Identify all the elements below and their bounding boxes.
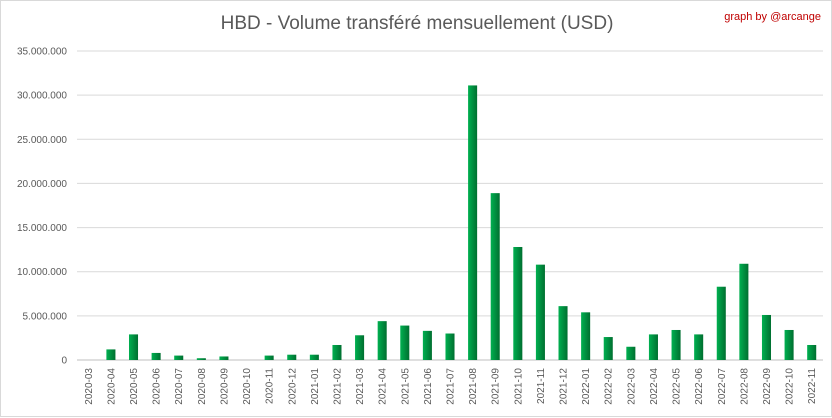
x-tick-label: 2022-04 (649, 368, 660, 405)
bar-2020-06 (151, 352, 161, 360)
x-tick-label: 2022-06 (694, 368, 705, 405)
x-tick-label: 2020-10 (242, 368, 253, 405)
x-tick-label: 2020-12 (287, 368, 298, 405)
bar-2022-03 (626, 346, 636, 360)
y-tick-label: 5.000.000 (23, 311, 68, 322)
bar-2021-05 (400, 325, 410, 360)
bar-2020-05 (128, 334, 139, 360)
x-tick-label: 2022-02 (604, 368, 615, 405)
x-tick-label: 2022-11 (807, 368, 818, 404)
bar-2020-07 (174, 355, 184, 360)
bar-2022-06 (694, 334, 704, 360)
bar-2020-04 (106, 349, 116, 360)
bar-2020-12 (287, 354, 297, 360)
credit-label: graph by @arcange (724, 11, 821, 23)
x-tick-label: 2022-08 (739, 368, 750, 405)
bar-2020-11 (264, 355, 274, 360)
x-tick-label: 2021-01 (310, 368, 321, 405)
x-axis: 2020-03 2020-04 2020-05 2020-06 2020-07 2020-… (84, 368, 818, 405)
x-tick-label: 2020-07 (174, 368, 185, 405)
bar-2022-05 (671, 329, 681, 360)
bar-2022-08 (739, 263, 749, 360)
bar-2021-04 (377, 321, 387, 360)
bar-2022-11 (807, 344, 817, 360)
x-tick-label: 2022-01 (581, 368, 592, 405)
x-tick-label: 2020-03 (84, 368, 95, 405)
x-tick-label: 2021-08 (468, 368, 479, 405)
bar-2021-10 (513, 246, 523, 360)
y-tick-label: 0 (61, 356, 67, 367)
bar-2022-09 (761, 314, 772, 360)
x-tick-label: 2022-03 (626, 368, 637, 405)
x-tick-label: 2021-02 (332, 368, 343, 405)
bar-2021-12 (558, 306, 568, 360)
x-tick-label: 2020-09 (219, 368, 230, 405)
y-tick-label: 30.000.000 (17, 91, 67, 102)
x-tick-label: 2021-10 (513, 368, 524, 405)
x-tick-label: 2021-03 (355, 368, 366, 405)
bar-2021-01 (309, 354, 319, 360)
x-tick-label: 2020-08 (197, 368, 208, 405)
bar-2021-06 (422, 330, 432, 360)
bar-2020-08 (196, 358, 206, 360)
bar-2022-10 (784, 329, 794, 360)
x-tick-label: 2020-11 (265, 368, 276, 404)
x-tick-label: 2020-04 (106, 368, 117, 405)
x-tick-label: 2021-12 (559, 368, 570, 405)
x-tick-label: 2021-07 (446, 368, 457, 405)
x-tick-label: 2021-06 (423, 368, 434, 405)
y-tick-label: 35.000.000 (17, 47, 67, 58)
x-tick-label: 2021-04 (378, 368, 389, 405)
bar-2021-08 (468, 85, 478, 360)
x-tick-label: 2022-09 (762, 368, 773, 405)
x-tick-label: 2021-05 (400, 368, 411, 405)
bar-2020-09 (219, 356, 229, 360)
y-tick-label: 15.000.000 (17, 223, 67, 234)
gridlines (77, 50, 823, 361)
y-tick-label: 25.000.000 (17, 135, 67, 146)
bar-2022-04 (648, 334, 658, 360)
x-tick-label: 2021-11 (536, 368, 547, 404)
y-tick-label: 10.000.000 (17, 267, 67, 278)
bar-2022-07 (716, 286, 726, 360)
y-axis: 0 5.000.000 10.000.000 15.000.000 20.000.000… (17, 47, 68, 367)
x-tick-label: 2022-05 (672, 368, 683, 405)
bar-2021-09 (490, 193, 500, 360)
chart-title: HBD - Volume transféré mensuellement (US… (220, 13, 614, 34)
x-tick-label: 2021-09 (491, 368, 502, 405)
bar-2021-03 (355, 335, 365, 360)
x-tick-label: 2020-06 (152, 368, 163, 405)
x-tick-label: 2020-05 (129, 368, 140, 405)
x-tick-label: 2022-07 (717, 368, 728, 405)
x-tick-label: 2022-10 (785, 368, 796, 405)
bars (106, 85, 817, 360)
bar-2022-02 (603, 337, 613, 360)
bar-2021-02 (332, 344, 342, 360)
bar-2021-11 (535, 264, 545, 360)
bar-2021-07 (445, 333, 455, 360)
y-tick-label: 20.000.000 (17, 179, 67, 190)
bar-2022-01 (581, 312, 591, 360)
